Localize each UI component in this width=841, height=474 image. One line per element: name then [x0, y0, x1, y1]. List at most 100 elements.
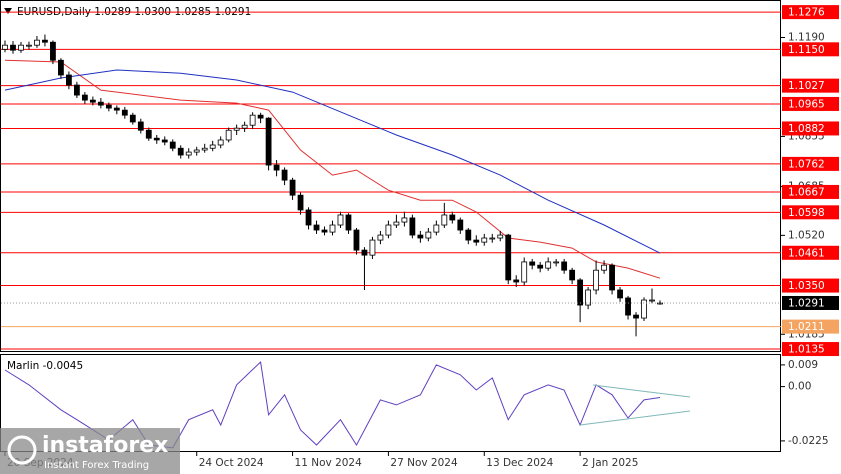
oscillator-panel: [0, 354, 781, 452]
candle-body: [297, 194, 304, 211]
current-price-box: [782, 295, 839, 310]
candle-body: [457, 219, 464, 231]
level-label-box: [782, 42, 839, 57]
candle-body: [209, 144, 216, 149]
candle-body: [305, 209, 312, 226]
candle-body: [137, 121, 144, 131]
candle-body: [513, 279, 520, 283]
candle-body: [593, 269, 599, 291]
candle-body: [185, 151, 192, 156]
candle-body: [201, 147, 208, 151]
level-label: 1.0350: [788, 280, 825, 292]
moving-average: [4, 69, 661, 254]
candle-body: [2, 44, 8, 50]
candle-body: [58, 59, 64, 76]
candle-body: [409, 217, 416, 236]
level-label: 1.0882: [788, 123, 825, 135]
candle-body: [337, 214, 344, 226]
candle-body: [577, 279, 584, 306]
candle-body: [473, 239, 480, 243]
candle-body: [369, 239, 376, 256]
level-label: 1.0461: [788, 247, 825, 259]
level-label: 1.0135: [788, 344, 825, 356]
candle-body: [417, 234, 424, 239]
current-price-label: 1.0291: [788, 297, 825, 309]
candle-body: [425, 231, 432, 239]
candle-body: [481, 237, 488, 243]
candle-body: [10, 44, 16, 51]
candle-body: [321, 229, 328, 233]
candle-body: [81, 94, 88, 101]
candle-body: [377, 234, 384, 241]
y-tick-label: 1.0520: [788, 229, 825, 241]
triangle-line: [592, 384, 691, 398]
candle-body: [641, 299, 647, 319]
x-tick-label: 11 Nov 2024: [295, 457, 363, 469]
candle-body: [18, 44, 24, 51]
main-panel: [0, 0, 781, 352]
candle-body: [537, 264, 544, 269]
watermark-tagline: Instant Forex Trading: [44, 460, 149, 471]
level-label-box: [782, 278, 839, 293]
candle-body: [233, 127, 240, 131]
level-label: 1.1027: [788, 80, 825, 92]
watermark-brand: instaforex: [42, 433, 168, 458]
candle-body: [89, 99, 96, 103]
candle-body: [497, 234, 504, 239]
candle-body: [225, 129, 232, 141]
candle-body: [609, 264, 615, 291]
level-label: 1.1276: [788, 7, 825, 19]
candle-body: [601, 264, 607, 271]
candle-body: [161, 139, 168, 143]
menu-arrow: [4, 8, 12, 14]
candle-body: [281, 169, 288, 181]
level-label-box: [782, 78, 839, 93]
y-tick-label: 0.00: [788, 381, 811, 393]
candle-body: [66, 74, 72, 86]
candle-body: [625, 297, 631, 316]
level-label-box: [782, 319, 839, 334]
candle-body: [313, 224, 320, 231]
candle-body: [617, 289, 623, 299]
moving-average: [4, 59, 661, 279]
candle-body: [569, 269, 576, 281]
candle-body: [489, 237, 496, 240]
level-label-box: [782, 184, 839, 199]
candle-body: [529, 261, 536, 266]
y-tick-label: 0.009: [788, 359, 818, 371]
y-tick-label: -0.0225: [788, 435, 829, 447]
candle-body: [393, 221, 400, 226]
candle-body: [145, 129, 152, 139]
x-tick-label: 24 Oct 2024: [199, 457, 264, 469]
candle-body: [113, 107, 120, 111]
level-label: 1.0598: [788, 207, 825, 219]
candle-body: [345, 214, 352, 231]
candle-body: [97, 101, 104, 106]
candle-body: [649, 299, 655, 302]
candle-body: [50, 41, 56, 61]
level-label: 1.0211: [788, 321, 825, 333]
candle-body: [169, 141, 176, 149]
candle-body: [105, 104, 112, 109]
candle-body: [177, 147, 184, 156]
candle-body: [329, 224, 336, 233]
x-tick-label: 13 Dec 2024: [486, 457, 553, 469]
candle-body: [273, 164, 280, 171]
level-label-box: [782, 96, 839, 111]
candle-body: [433, 224, 440, 233]
level-label: 1.0762: [788, 158, 825, 170]
candle-body: [521, 261, 528, 283]
candle-body: [385, 224, 392, 236]
candle-body: [193, 149, 200, 153]
candle-body: [42, 39, 48, 43]
candle-body: [121, 109, 128, 116]
x-tick-label: 2 Jan 2025: [582, 457, 638, 469]
candle-body: [257, 114, 264, 119]
watermark-bg: [0, 428, 180, 474]
candle-body: [545, 261, 552, 269]
level-label-box: [782, 342, 839, 357]
candle-body: [249, 114, 256, 126]
y-tick-label: 1.1190: [788, 32, 825, 44]
level-label-box: [782, 121, 839, 136]
